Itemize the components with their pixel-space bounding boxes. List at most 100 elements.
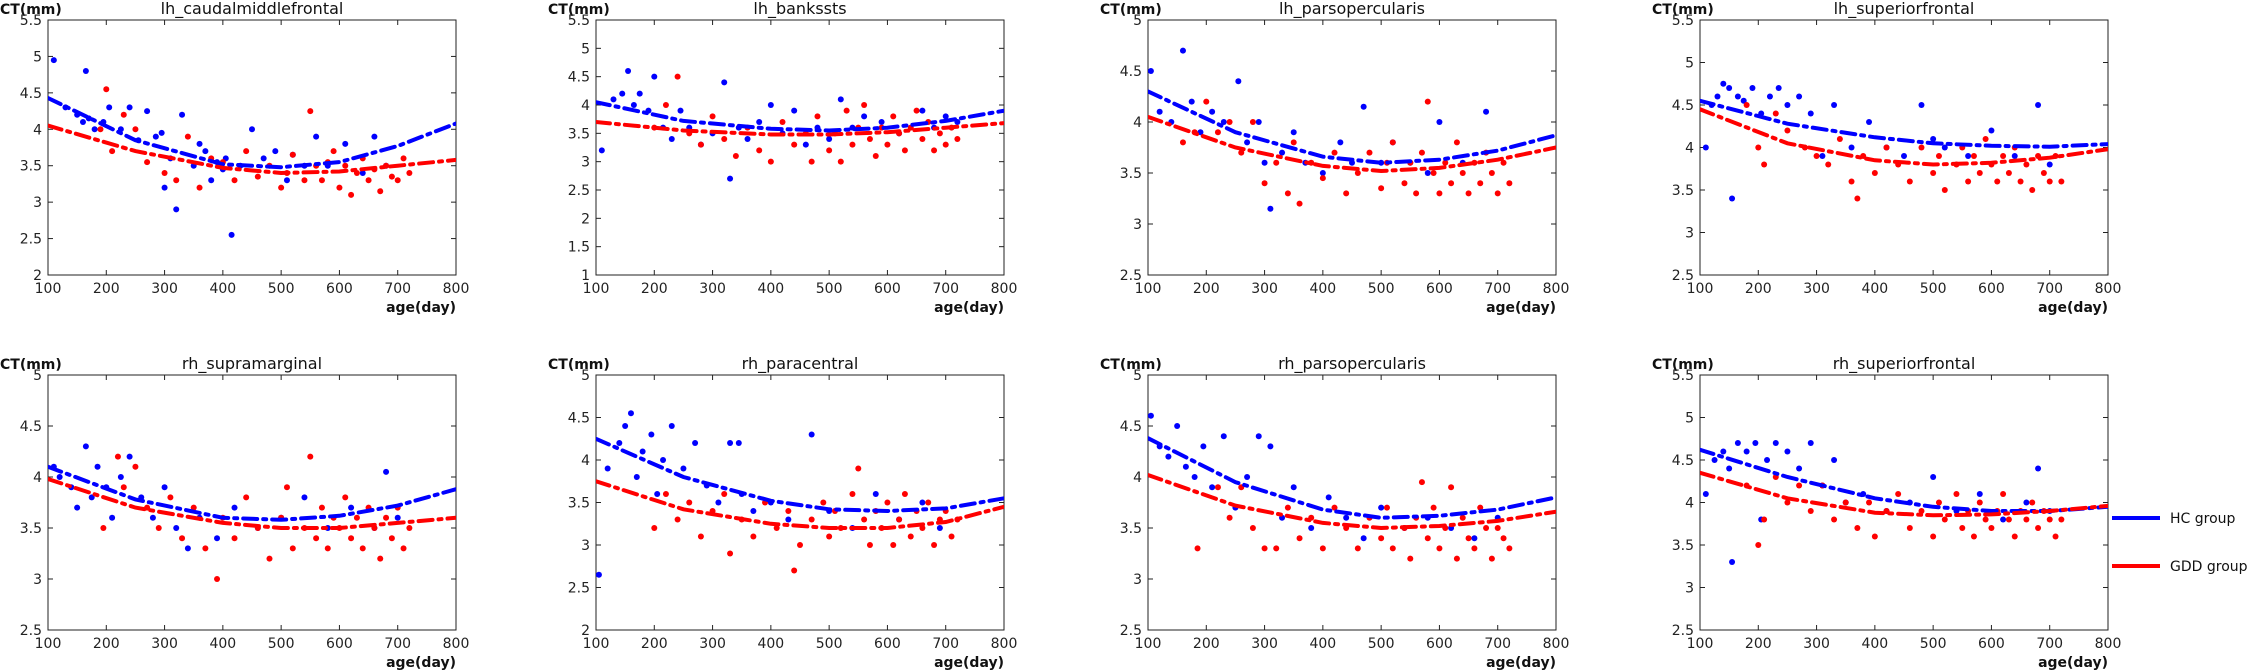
data-point: [750, 508, 757, 514]
data-point: [103, 86, 110, 93]
data-point: [1401, 180, 1408, 187]
data-point: [1226, 514, 1233, 521]
fit-curve: [1148, 473, 1556, 531]
x-tick-label: 400: [209, 281, 236, 297]
y-tick-label: 2.5: [1120, 268, 1142, 284]
data-point: [1918, 508, 1925, 514]
data-point: [1290, 484, 1297, 491]
data-point: [826, 533, 833, 540]
data-point: [727, 175, 734, 182]
data-point: [662, 102, 669, 108]
data-point: [872, 153, 879, 159]
y-tick-label: 2: [581, 211, 590, 227]
y-tick-label: 5: [33, 49, 42, 65]
fit-curve: [48, 96, 456, 170]
x-tick-label: 500: [268, 281, 295, 297]
data-point: [1284, 190, 1291, 197]
data-point: [1506, 180, 1513, 187]
data-point: [196, 184, 203, 191]
legend-label: GDD group: [2170, 559, 2248, 575]
data-point: [1413, 190, 1420, 197]
x-axis-label: age(day): [386, 300, 456, 316]
x-tick-label: 200: [641, 636, 668, 652]
data-point: [1825, 161, 1832, 168]
plot-area: [48, 57, 456, 238]
data-point: [144, 108, 151, 115]
data-point: [884, 499, 891, 506]
data-point: [1743, 102, 1750, 108]
x-tick-label: 800: [2095, 281, 2122, 297]
subplot-title: rh_superiorfrontal: [1833, 354, 1976, 374]
data-point: [1488, 170, 1495, 176]
data-point: [400, 155, 407, 162]
x-tick-label: 500: [816, 636, 843, 652]
data-point: [202, 148, 209, 155]
fit-curve: [1700, 98, 2108, 149]
data-point: [243, 148, 250, 155]
x-tick-label: 800: [991, 281, 1018, 297]
x-tick-label: 600: [326, 281, 353, 297]
data-point: [773, 525, 780, 531]
y-axis-label: CT(mm): [1100, 357, 1162, 373]
data-point: [721, 136, 728, 142]
data-point: [1465, 190, 1472, 197]
data-point: [289, 151, 296, 158]
y-axis-label: CT(mm): [0, 357, 62, 373]
data-point: [901, 491, 908, 497]
y-tick-label: 3: [581, 155, 590, 171]
data-point: [1290, 129, 1297, 136]
data-point: [1331, 149, 1338, 156]
data-point: [1200, 443, 1207, 450]
y-tick-label: 2.5: [20, 623, 42, 639]
data-point: [1279, 149, 1286, 156]
data-point: [1941, 144, 1948, 151]
subplot-lh_superiorfrontal: 2.5 3 3.5 4 4.5 5 5.5 100 200 300 400 500 600 700 800 l…: [1652, 0, 2121, 316]
y-tick-label: 2.5: [568, 183, 590, 199]
y-tick-label: 5.5: [20, 13, 42, 29]
data-point: [1906, 525, 1913, 531]
x-tick-label: 400: [1309, 636, 1336, 652]
y-tick-label: 3.5: [568, 126, 590, 142]
data-point: [651, 525, 658, 531]
x-tick-label: 200: [641, 281, 668, 297]
y-tick-label: 4.5: [1672, 453, 1694, 469]
data-point: [1249, 119, 1256, 125]
y-tick-label: 3: [33, 572, 42, 588]
y-tick-label: 5: [1133, 13, 1142, 29]
x-tick-label: 200: [93, 281, 120, 297]
plot-area: [48, 443, 456, 582]
data-point: [1720, 80, 1727, 87]
data-point: [2046, 178, 2053, 185]
data-point: [1702, 144, 1709, 151]
data-point: [318, 504, 325, 511]
x-tick-label: 500: [1368, 281, 1395, 297]
data-point: [627, 410, 634, 417]
x-tick-label: 700: [932, 636, 959, 652]
subplot-rh_superiorfrontal: 2.5 3 3.5 4 4.5 5 5.5 100 200 300 400 500 600 700 800 r…: [1652, 354, 2121, 671]
y-tick-label: 4.5: [20, 86, 42, 102]
data-point: [1761, 516, 1768, 523]
data-point: [91, 126, 98, 133]
legend: HC group GDD group: [2112, 511, 2248, 575]
x-tick-label: 500: [1920, 636, 1947, 652]
plot-frame: [1147, 19, 1557, 276]
data-point: [721, 491, 728, 497]
data-point: [1174, 423, 1181, 429]
x-tick-label: 400: [1861, 281, 1888, 297]
data-point: [861, 113, 868, 120]
data-point: [342, 140, 349, 147]
data-point: [1179, 47, 1186, 54]
data-point: [1442, 159, 1449, 166]
data-point: [639, 448, 646, 455]
data-point: [1871, 170, 1878, 176]
data-point: [756, 119, 763, 125]
data-point: [1488, 555, 1495, 562]
data-point: [56, 474, 63, 480]
data-point: [1807, 110, 1814, 117]
y-tick-label: 4.5: [1120, 64, 1142, 80]
x-tick-label: 700: [1484, 636, 1511, 652]
data-point: [2029, 187, 2036, 193]
data-point: [648, 431, 655, 438]
data-point: [797, 542, 803, 548]
data-point: [1965, 153, 1972, 159]
